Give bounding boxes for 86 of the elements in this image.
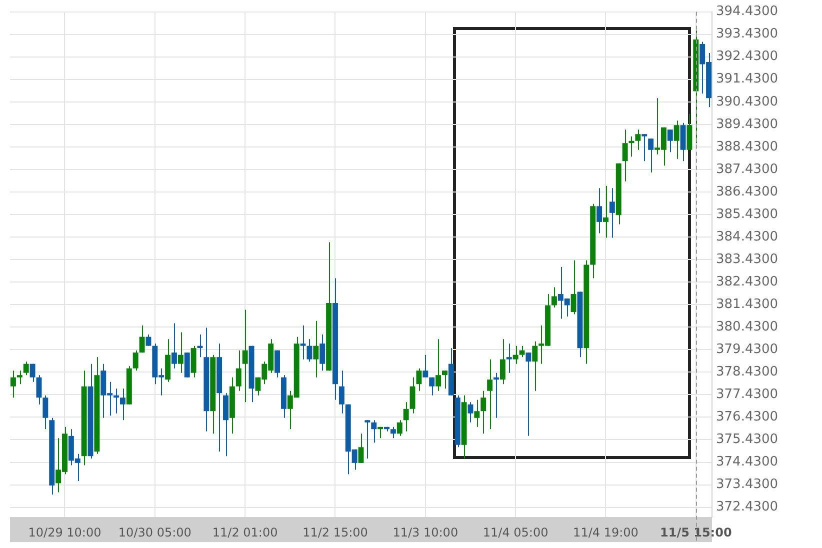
y-tick-label: 391.4300 [716, 72, 778, 87]
x-tick-label: 11/4 05:00 [482, 525, 548, 540]
y-tick-label: 372.4300 [716, 500, 778, 515]
candlestick [642, 134, 648, 162]
candlestick [416, 368, 422, 392]
candlestick [313, 320, 319, 378]
candlestick [390, 426, 396, 439]
candlestick [474, 399, 480, 428]
x-tick-label: 10/29 10:00 [28, 525, 102, 540]
candlestick [429, 376, 435, 396]
y-tick-label: 392.4300 [716, 49, 778, 64]
candlestick [236, 350, 242, 392]
y-tick-label: 382.4300 [716, 274, 778, 290]
y-tick-label: 383.4300 [716, 252, 778, 267]
candlestick [512, 345, 518, 364]
candlestick [500, 338, 506, 385]
candlestick [306, 338, 312, 362]
candlestick [648, 138, 654, 173]
candlestick [10, 370, 16, 398]
candlestick [602, 185, 608, 238]
candlestick [146, 334, 152, 346]
candlestick [320, 334, 326, 372]
candlestick [551, 286, 557, 308]
candlestick [422, 354, 428, 378]
y-tick-label: 385.4300 [716, 206, 778, 222]
candlestick [171, 322, 177, 369]
candlestick [178, 332, 184, 374]
candlestick [403, 402, 409, 432]
y-tick-label: 379.4300 [716, 342, 778, 358]
candlestick [609, 188, 615, 238]
candlestick [139, 325, 145, 354]
candlestick [23, 361, 29, 376]
y-tick-label: 393.4300 [716, 26, 778, 42]
candlestick [468, 402, 474, 423]
x-tick-label: 11/2 15:00 [302, 525, 368, 540]
candlestick [242, 309, 248, 403]
candlestick [300, 325, 306, 360]
candlestick [487, 358, 493, 430]
candlestick [635, 129, 641, 150]
y-tick-label: 389.4300 [716, 116, 778, 132]
candlestick [274, 350, 280, 378]
candlestick [480, 390, 486, 434]
y-tick-label: 388.4300 [716, 139, 778, 154]
candlestick [519, 345, 525, 358]
y-tick-label: 374.4300 [716, 454, 778, 470]
y-tick-label: 373.4300 [716, 477, 778, 492]
candlestick [596, 188, 602, 234]
candlestick [36, 374, 42, 405]
y-tick-label: 377.4300 [716, 387, 778, 402]
x-tick-label: 10/30 05:00 [118, 525, 192, 540]
candlestick [358, 433, 364, 464]
y-tick-label: 381.4300 [716, 296, 778, 312]
candlestick [16, 370, 22, 385]
candlestick [132, 350, 138, 372]
candlestick [410, 376, 416, 414]
candlestick [506, 343, 512, 374]
candlestick [570, 260, 576, 315]
candlestick [674, 120, 680, 160]
candlestick [396, 420, 402, 436]
candlestick [114, 388, 120, 414]
candlestick [371, 420, 377, 444]
candlestick [42, 394, 48, 430]
candlestick [364, 420, 370, 459]
candlestick [30, 363, 36, 382]
x-tick-label: 11/3 10:00 [392, 525, 458, 540]
y-tick-label: 378.4300 [716, 364, 778, 380]
candlestick [667, 129, 673, 153]
x-tick-label: 11/5 15:00 [660, 525, 732, 540]
y-tick-label: 376.4300 [716, 410, 778, 425]
candlestick [436, 338, 442, 392]
y-tick-label: 375.4300 [716, 432, 778, 448]
candlestick [442, 370, 448, 390]
candlestick [526, 352, 532, 436]
y-tick-label: 394.4300 [716, 4, 778, 20]
y-tick-label: 387.4300 [716, 162, 778, 177]
candlestick [120, 388, 126, 421]
candlestick [622, 129, 628, 182]
y-tick-label: 390.4300 [716, 94, 778, 110]
y-tick-label: 384.4300 [716, 229, 778, 244]
y-tick-label: 386.4300 [716, 184, 778, 200]
y-tick-label: 380.4300 [716, 320, 778, 335]
candlestick [494, 372, 499, 418]
candlestick [338, 370, 344, 414]
x-tick-label: 11/4 19:00 [573, 525, 638, 540]
candlestick [532, 340, 538, 392]
x-tick-label: 11/2 01:00 [212, 525, 278, 540]
